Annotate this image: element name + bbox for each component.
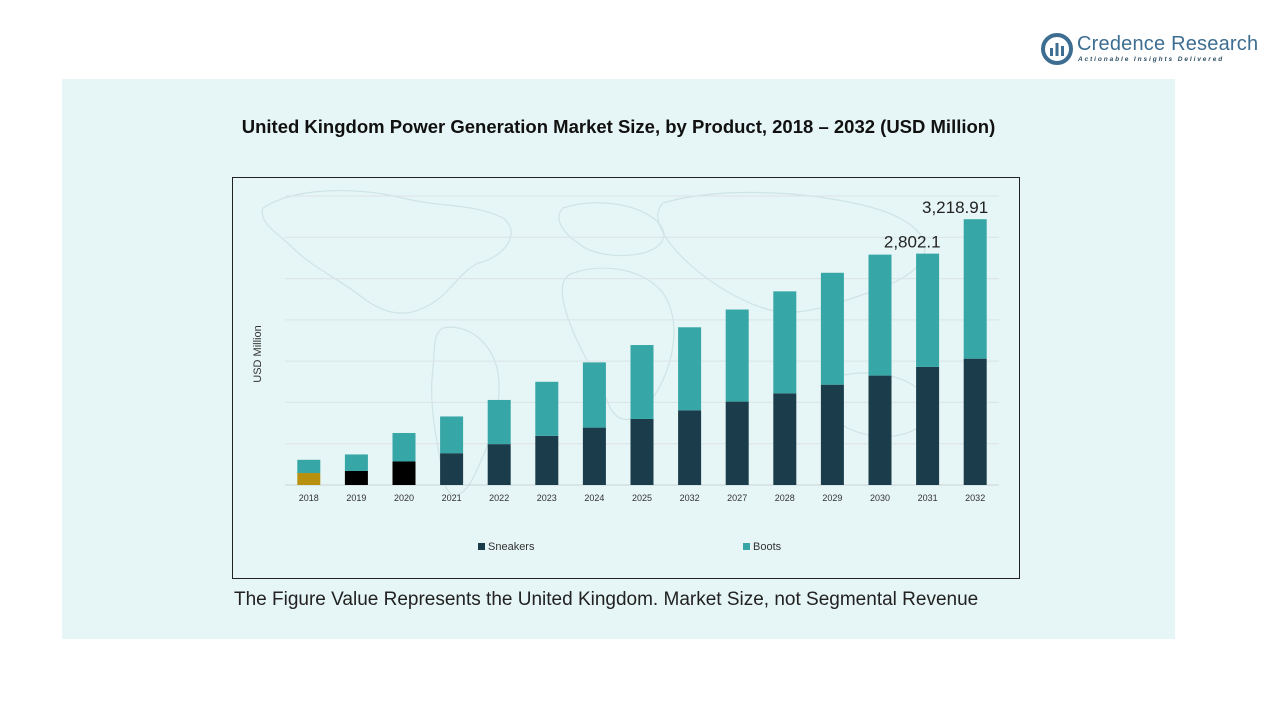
brand-tagline: Actionable Insights Delivered: [1078, 56, 1225, 63]
x-tick-label: 2023: [537, 493, 557, 503]
x-tick-label: 2019: [346, 493, 366, 503]
data-label: 3,218.91: [922, 198, 988, 217]
bar-sneakers-2024-6: [582, 427, 606, 485]
x-tick-label: 2018: [299, 493, 319, 503]
bar-sneakers-2021-3: [440, 453, 464, 485]
bar-boots-2029-11: [820, 272, 844, 385]
bar-sneakers-2018-0: [297, 473, 321, 485]
legend: Sneakers Boots: [478, 541, 782, 553]
bar-sneakers-2029-11: [820, 384, 844, 485]
bar-boots-2019-1: [344, 454, 368, 471]
data-label: 2,802.1: [884, 233, 941, 252]
stacked-bar-chart: 2018 2019 2020 2021 2022 2023 2024 2025 2032 2027…: [252, 189, 999, 553]
x-tick-label: 2031: [918, 493, 938, 503]
x-tick-label: 2030: [870, 493, 890, 503]
bar-sneakers-2030-12: [868, 375, 892, 485]
bar-sneakers-2023-5: [535, 435, 559, 485]
bar-sneakers-2027-9: [725, 401, 749, 485]
x-tick-label: 2025: [632, 493, 652, 503]
x-tick-label: 2029: [822, 493, 842, 503]
x-tick-label: 2032: [965, 493, 985, 503]
bar-boots-2025-7: [630, 345, 654, 419]
x-tick-label: 2022: [489, 493, 509, 503]
bar-boots-2024-6: [582, 362, 606, 428]
bar-sneakers-2020-2: [392, 461, 416, 485]
credence-research-logo: Credence Research Actionable Insights De…: [1040, 30, 1260, 70]
bar-boots-2027-9: [725, 309, 749, 402]
bar-boots-2020-2: [392, 432, 416, 462]
logo-mark-icon: [1041, 33, 1073, 65]
bar-sneakers-2022-4: [487, 444, 511, 485]
bar-boots-2030-12: [868, 254, 892, 376]
legend-swatch-sneakers: [478, 543, 485, 550]
bar-boots-2028-10: [773, 291, 797, 394]
bar-sneakers-2025-7: [630, 418, 654, 485]
x-tick-label: 2020: [394, 493, 414, 503]
x-tick-label: 2021: [442, 493, 462, 503]
bar-boots-2021-3: [440, 416, 464, 454]
bars-group: [297, 219, 987, 485]
bar-boots-2023-5: [535, 381, 559, 436]
legend-label-sneakers: Sneakers: [488, 541, 535, 553]
footnote: The Figure Value Represents the United K…: [234, 589, 979, 610]
chart-frame: 2018 2019 2020 2021 2022 2023 2024 2025 2032 2027…: [232, 177, 1020, 579]
chart-panel: [62, 79, 1175, 639]
data-labels: 2,802.1 3,218.91: [884, 198, 988, 251]
x-tick-label: 2028: [775, 493, 795, 503]
bar-boots-2022-4: [487, 399, 511, 445]
bar-boots-2018-0: [297, 459, 321, 474]
brand-name: Credence Research: [1077, 33, 1259, 55]
legend-swatch-boots: [743, 543, 750, 550]
bar-boots-2032-14: [963, 219, 987, 359]
y-axis-label: USD Million: [252, 325, 264, 382]
x-tick-label: 2027: [727, 493, 747, 503]
bar-sneakers-2028-10: [773, 393, 797, 485]
bar-sneakers-2019-1: [344, 470, 368, 485]
x-tick-label: 2024: [584, 493, 604, 503]
x-tick-label: 2032: [680, 493, 700, 503]
bar-sneakers-2032-8: [678, 410, 702, 485]
bar-sneakers-2032-14: [963, 358, 987, 485]
bar-sneakers-2031-13: [916, 366, 940, 485]
bar-boots-2031-13: [916, 253, 940, 367]
bar-boots-2032-8: [678, 327, 702, 411]
legend-label-boots: Boots: [753, 541, 782, 553]
x-axis-tick-labels: 2018 2019 2020 2021 2022 2023 2024 2025 2032 2027…: [299, 493, 985, 503]
page-title: United Kingdom Power Generation Market S…: [241, 116, 996, 137]
